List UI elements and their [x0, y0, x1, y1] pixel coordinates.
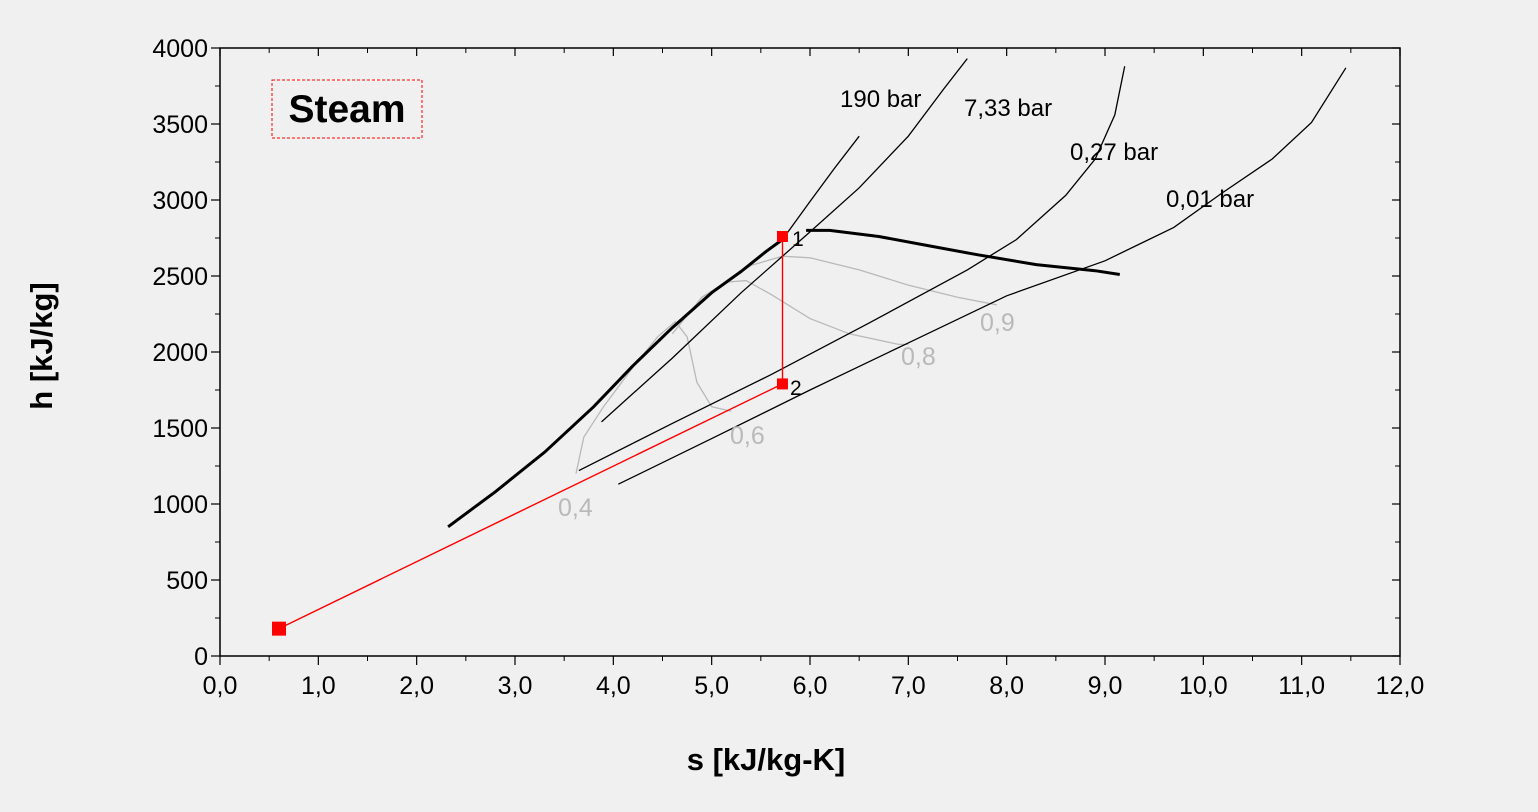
- x-tick-label: 8,0: [989, 672, 1024, 700]
- quality-line-0-6: [671, 279, 909, 346]
- isobar-label-0-01-bar: 0,01 bar: [1166, 186, 1254, 213]
- state-label-2: 2: [790, 377, 802, 400]
- y-tick-label: 1500: [152, 415, 208, 443]
- y-tick-label: 1000: [152, 491, 208, 519]
- saturated-liquid-line: [447, 238, 784, 529]
- x-tick-label: 1,0: [301, 672, 336, 700]
- isobar-label-0-27-bar: 0,27 bar: [1070, 139, 1158, 166]
- y-tick-label: 4000: [152, 35, 208, 63]
- y-tick-label: 500: [166, 567, 208, 595]
- quality-label-0-9: 0,9: [980, 309, 1015, 337]
- plot-window: Steam s [kJ/kg-K] h [kJ/kg] 190 bar 7,33…: [6, 6, 1534, 806]
- cycle-state-marker: [776, 378, 788, 390]
- x-tick-label: 9,0: [1088, 672, 1123, 700]
- y-tick-label: 0: [194, 643, 208, 671]
- isobar-label-190-bar: 190 bar: [840, 86, 921, 113]
- title-box: [271, 79, 423, 139]
- quality-label-0-8: 0,8: [901, 343, 936, 371]
- isobar-0-01-bar: [618, 67, 1347, 485]
- isobar-7-33-bar: [601, 58, 968, 423]
- state-label-1: 1: [792, 228, 804, 251]
- isobar-190-bar: [781, 135, 860, 240]
- x-tick-label: 6,0: [793, 672, 828, 700]
- y-tick-label: 2500: [152, 263, 208, 291]
- saturated-vapor-line: [806, 228, 1121, 276]
- x-axis-title: s [kJ/kg-K]: [687, 742, 845, 777]
- x-tick-label: 5,0: [694, 672, 729, 700]
- isobar-label-7-33-bar: 7,33 bar: [964, 95, 1052, 122]
- quality-label-0-6: 0,6: [730, 422, 765, 450]
- x-tick-label: 12,0: [1376, 672, 1425, 700]
- quality-label-0-4: 0,4: [558, 494, 593, 522]
- quality-line-0-4: [575, 320, 732, 474]
- quality-line-0-8: [711, 255, 997, 306]
- y-tick-label: 2000: [152, 339, 208, 367]
- plot-area-border: [219, 47, 1401, 657]
- isobar-0-27-bar: [578, 66, 1126, 472]
- x-tick-label: 7,0: [891, 672, 926, 700]
- y-axis-title: h [kJ/kg]: [24, 282, 59, 409]
- y-tick-label: 3500: [152, 111, 208, 139]
- x-tick-label: 10,0: [1179, 672, 1228, 700]
- chart: Steam s [kJ/kg-K] h [kJ/kg] 190 bar 7,33…: [24, 35, 1425, 777]
- x-tick-label: 11,0: [1278, 672, 1325, 700]
- chart-title: Steam: [288, 88, 405, 131]
- x-tick-label: 0,0: [203, 672, 238, 700]
- cycle-state-marker: [272, 621, 286, 636]
- y-tick-label: 3000: [152, 187, 208, 215]
- x-tick-label: 2,0: [399, 672, 434, 700]
- x-tick-label: 4,0: [596, 672, 631, 700]
- x-tick-label: 3,0: [498, 672, 533, 700]
- cycle-state-marker: [776, 230, 788, 242]
